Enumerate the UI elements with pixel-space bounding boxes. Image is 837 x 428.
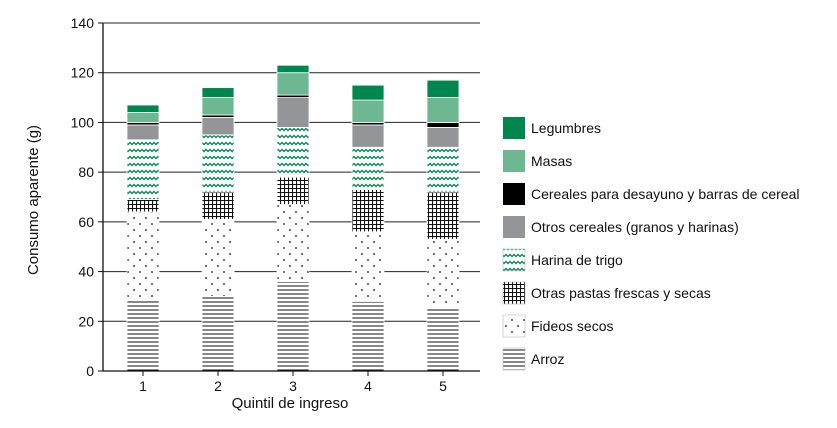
- x-tick-label-5: 5: [439, 378, 447, 394]
- bar-segment-masas-3: [276, 72, 310, 96]
- y-tick-label-60: 60: [78, 214, 94, 230]
- x-tick-label-2: 2: [214, 378, 222, 394]
- bar-segment-arroz-3: [276, 281, 310, 372]
- x-tick-label-3: 3: [289, 378, 297, 394]
- legend-swatch-arroz: [502, 347, 526, 371]
- bar-stack-2: [201, 87, 235, 372]
- x-tick-label-4: 4: [364, 378, 372, 394]
- bar-segment-legumbres-3: [276, 64, 310, 74]
- legend-item-legumbres: Legumbres: [503, 117, 601, 139]
- bar-segment-fideos-secos-2: [201, 218, 235, 297]
- bar-segment-harina-de-trigo-4: [351, 146, 385, 190]
- legend-item-cereales-para-desayuno-y-barras-de-cereal: Cereales para desayuno y barras de cerea…: [503, 183, 800, 205]
- legend-item-masas: Masas: [503, 150, 572, 172]
- bar-stack-3: [276, 64, 310, 372]
- bar-segment-cereales-para-desayuno-y-barras-de-cereal-5: [426, 122, 460, 128]
- legend: Legumbres Masas Cereales para desayuno y b…: [502, 117, 800, 371]
- bar-stack-4: [351, 84, 385, 372]
- legend-label-masas: Masas: [531, 153, 572, 169]
- bar-segment-masas-1: [126, 112, 160, 123]
- bar-segment-legumbres-2: [201, 87, 235, 98]
- bar-segment-otros-cereales-granos-y-harinas-2: [201, 117, 235, 136]
- y-axis-title: Consumo aparente (g): [25, 125, 42, 275]
- legend-swatch-harina-de-trigo: [502, 248, 526, 272]
- legend-swatch-cereales-para-desayuno-y-barras-de-cereal: [503, 183, 525, 205]
- legend-swatch-otros-cereales-granos-y-harinas: [503, 216, 525, 238]
- x-tick-label-1: 1: [139, 378, 147, 394]
- bar-segment-fideos-secos-3: [276, 204, 310, 282]
- bar-segment-arroz-1: [126, 298, 160, 372]
- bar-segment-otras-pastas-frescas-y-secas-4: [351, 189, 385, 233]
- axes: 0 20 40 60 80 100 120 140 1 2 3 4 5: [71, 15, 480, 394]
- legend-item-otros-cereales-granos-y-harinas: Otros cereales (granos y harinas): [503, 216, 739, 238]
- y-tick-label-80: 80: [78, 164, 94, 180]
- legend-label-cereales-para-desayuno-y-barras-de-cereal: Cereales para desayuno y barras de cerea…: [531, 186, 800, 202]
- bars: [126, 64, 460, 372]
- y-tick-label-0: 0: [86, 363, 94, 379]
- legend-item-arroz: Arroz: [502, 347, 564, 371]
- bar-segment-otros-cereales-granos-y-harinas-3: [276, 97, 310, 128]
- bar-segment-otras-pastas-frescas-y-secas-1: [126, 199, 160, 213]
- bar-segment-fideos-secos-5: [426, 238, 460, 307]
- legend-swatch-legumbres: [503, 117, 525, 139]
- bar-segment-fideos-secos-1: [126, 211, 160, 300]
- bar-segment-fideos-secos-4: [351, 231, 385, 302]
- bar-segment-arroz-4: [351, 300, 385, 372]
- bar-segment-otras-pastas-frescas-y-secas-5: [426, 191, 460, 240]
- legend-label-arroz: Arroz: [531, 351, 564, 367]
- bar-stack-1: [126, 104, 160, 372]
- y-tick-label-100: 100: [71, 114, 95, 130]
- legend-label-otros-cereales-granos-y-harinas: Otros cereales (granos y harinas): [531, 219, 739, 235]
- legend-swatch-fideos-secos: [502, 314, 526, 338]
- legend-item-fideos-secos: Fideos secos: [502, 314, 613, 338]
- bar-segment-otras-pastas-frescas-y-secas-2: [201, 191, 235, 220]
- bar-segment-arroz-5: [426, 305, 460, 372]
- legend-swatch-masas: [503, 150, 525, 172]
- bar-segment-harina-de-trigo-1: [126, 139, 160, 200]
- bar-segment-legumbres-5: [426, 79, 460, 98]
- bar-segment-harina-de-trigo-3: [276, 127, 310, 178]
- bar-segment-otras-pastas-frescas-y-secas-3: [276, 176, 310, 205]
- legend-item-harina-de-trigo: Harina de trigo: [502, 248, 623, 272]
- bar-segment-otros-cereales-granos-y-harinas-1: [126, 124, 160, 141]
- bar-segment-otros-cereales-granos-y-harinas-4: [351, 124, 385, 148]
- bar-segment-harina-de-trigo-5: [426, 146, 460, 193]
- y-tick-label-140: 140: [71, 15, 95, 31]
- y-tick-label-120: 120: [71, 65, 95, 81]
- y-tick-label-40: 40: [78, 264, 94, 280]
- x-axis-title: Quintil de ingreso: [232, 395, 349, 412]
- bar-segment-legumbres-4: [351, 84, 385, 101]
- y-tick-label-20: 20: [78, 313, 94, 329]
- legend-label-otras-pastas-frescas-y-secas: Otras pastas frescas y secas: [531, 285, 711, 301]
- bar-segment-legumbres-1: [126, 104, 160, 113]
- bar-segment-harina-de-trigo-2: [201, 134, 235, 193]
- legend-item-otras-pastas-frescas-y-secas: Otras pastas frescas y secas: [502, 281, 711, 305]
- bar-segment-arroz-2: [201, 296, 235, 372]
- legend-label-legumbres: Legumbres: [531, 120, 601, 136]
- legend-label-fideos-secos: Fideos secos: [531, 318, 613, 334]
- legend-label-harina-de-trigo: Harina de trigo: [531, 252, 623, 268]
- bar-segment-masas-2: [201, 97, 235, 116]
- bar-stack-5: [426, 79, 460, 372]
- legend-swatch-otras-pastas-frescas-y-secas: [502, 281, 526, 305]
- bar-segment-otros-cereales-granos-y-harinas-5: [426, 127, 460, 148]
- bar-segment-masas-4: [351, 99, 385, 123]
- bar-segment-masas-5: [426, 97, 460, 123]
